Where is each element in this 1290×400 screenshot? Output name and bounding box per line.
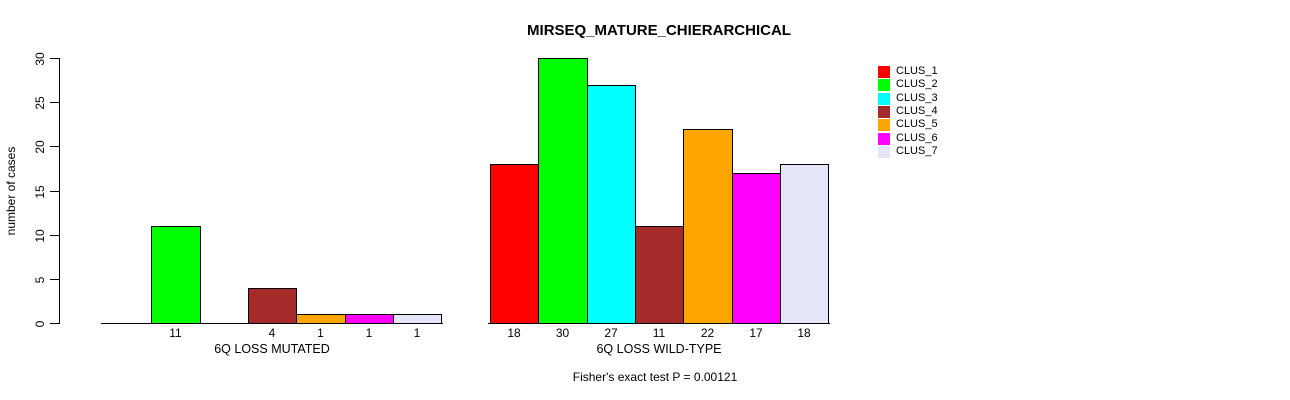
legend-item-label: CLUS_1 [896,65,938,77]
y-tick-label: 5 [33,276,47,283]
bar-value-label: 18 [507,326,521,340]
legend-swatch [878,93,890,105]
y-tick-label: 25 [33,95,47,110]
bar-clus_1 [490,164,539,324]
bar-clus_7 [393,314,442,324]
bar-clus_3 [587,85,636,324]
legend-item-label: CLUS_5 [896,118,938,130]
y-tick-label: 15 [33,184,47,199]
bar-value-label: 17 [749,326,763,340]
x-group-label: 6Q LOSS MUTATED [214,342,330,356]
y-axis-tick [50,191,59,192]
bar-clus_5 [296,314,346,324]
legend-swatch [878,79,890,91]
bar-value-label: 18 [797,326,811,340]
legend-swatch [878,66,890,78]
bar-value-label: 1 [413,326,421,340]
legend-item-label: CLUS_6 [896,132,938,144]
x-group-label: 6Q LOSS WILD-TYPE [596,342,722,356]
bar-value-label: 1 [365,326,373,340]
legend-item-label: CLUS_4 [896,105,938,117]
y-axis-tick [50,323,59,324]
bar-clus_5 [683,129,733,324]
legend-swatch [878,106,890,118]
y-axis-line [59,58,60,324]
y-tick-label: 30 [33,51,47,66]
bar-value-label: 11 [652,326,666,340]
bar-clus_6 [732,173,781,324]
bar-value-label: 30 [555,326,570,340]
y-axis-tick [50,146,59,147]
legend-swatch [878,133,890,145]
y-tick-label: 20 [33,139,47,154]
bar-clus_2 [538,58,588,324]
y-tick-label: 10 [33,228,47,243]
bar-value-label: 4 [268,326,276,340]
legend-item-label: CLUS_7 [896,145,938,157]
y-axis-tick [50,235,59,236]
legend-item-label: CLUS_2 [896,78,938,90]
bar-value-label: 11 [169,326,182,340]
y-axis-tick [50,279,59,280]
legend-item-label: CLUS_3 [896,92,938,104]
y-axis-tick [50,58,59,59]
y-tick-label: 0 [33,320,47,327]
bar-clus_6 [345,314,394,324]
bar-clus_7 [780,164,829,324]
bar-clus_4 [635,226,684,324]
bar-value-label: 1 [317,326,324,340]
bar-value-label: 22 [700,326,715,340]
y-axis-title: number of cases [4,146,18,236]
annotation-text: Fisher's exact test P = 0.00121 [572,370,738,384]
y-axis-tick [50,102,59,103]
bar-clus_2 [151,226,201,324]
chart-title: MIRSEQ_MATURE_CHIERARCHICAL [527,22,791,39]
legend-swatch [878,119,890,131]
bar-value-label: 27 [604,326,618,340]
bar-clus_4 [248,288,297,324]
legend-swatch [878,146,890,158]
